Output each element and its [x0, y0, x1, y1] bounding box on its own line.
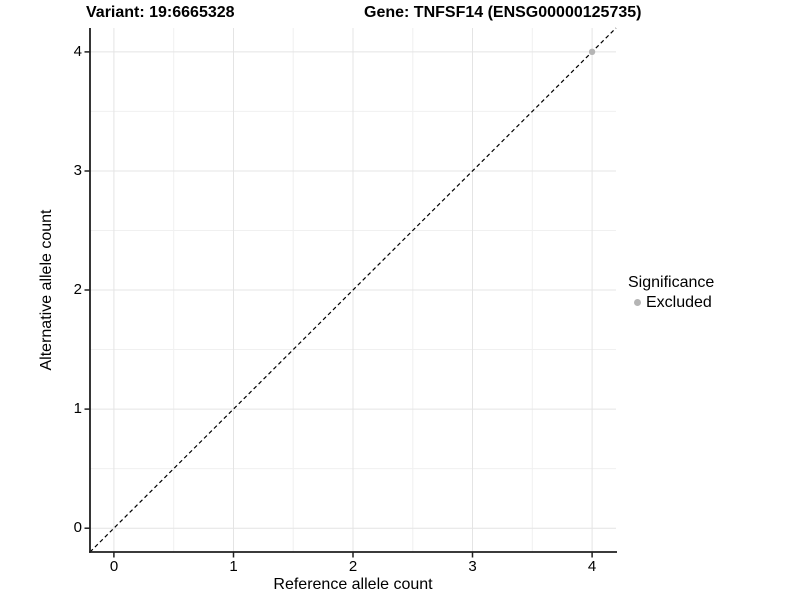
y-tick-label-3: 3 [73, 162, 82, 179]
data-points-group [588, 48, 596, 56]
x-axis-title: Reference allele count [273, 576, 433, 593]
x-tick-label-2: 2 [348, 558, 358, 575]
y-tick-label-1: 1 [73, 400, 82, 417]
x-tick-label-3: 3 [468, 558, 477, 575]
y-tick-label-0: 0 [73, 519, 82, 536]
y-tick-label-2: 2 [73, 281, 82, 298]
legend-item-label: Excluded [646, 294, 712, 311]
grid-major [90, 28, 616, 552]
title-gene: Gene: TNFSF14 (ENSG00000125735) [364, 4, 642, 21]
y-tick-label-4: 4 [73, 43, 82, 60]
legend: Significance Excluded [628, 273, 714, 312]
x-tick-label-1: 1 [229, 558, 238, 575]
y-axis-title: Alternative allele count [38, 209, 55, 371]
identity-reference-line [89, 27, 617, 553]
x-tick-label-4: 4 [587, 558, 597, 575]
title-variant: Variant: 19:6665328 [86, 4, 235, 21]
data-point [588, 48, 596, 56]
tick-marks [84, 51, 593, 558]
excluded-marker-icon [634, 299, 641, 306]
legend-title: Significance [628, 274, 715, 291]
legend-item-excluded: Excluded [634, 293, 714, 312]
x-tick-label-0: 0 [109, 558, 119, 575]
